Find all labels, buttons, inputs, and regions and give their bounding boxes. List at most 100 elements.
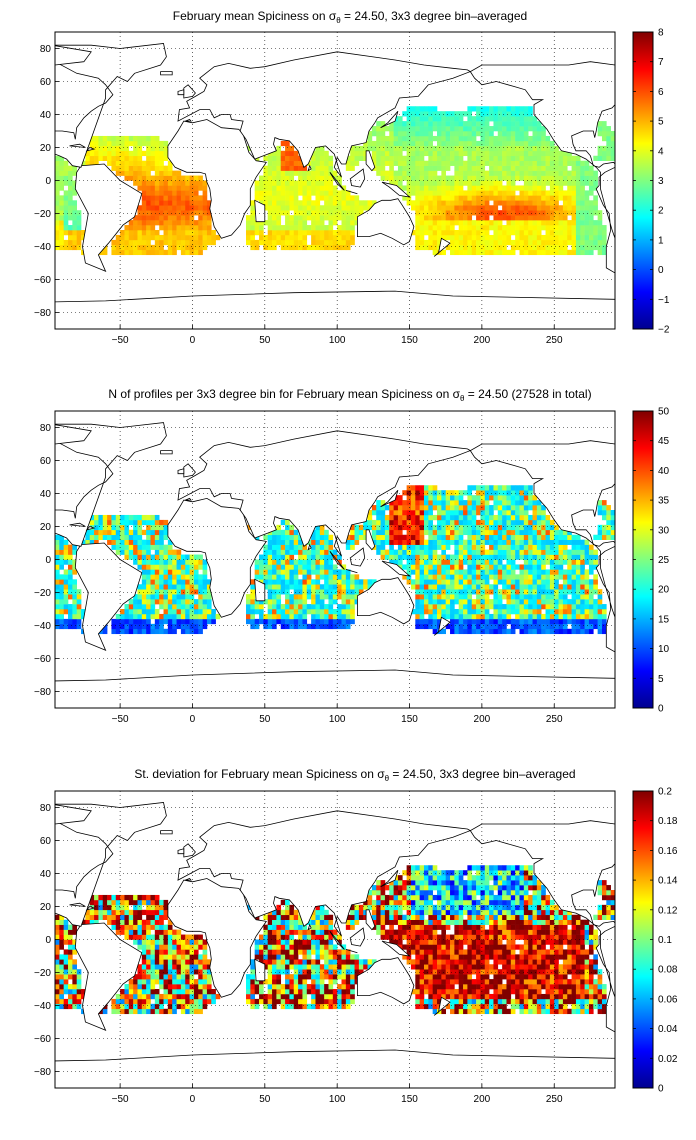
data-cell	[63, 165, 69, 171]
data-cell	[72, 984, 77, 990]
data-cell	[167, 175, 173, 181]
data-cell	[324, 564, 329, 570]
data-cell	[588, 180, 594, 186]
data-cell	[580, 175, 585, 181]
data-cell	[562, 559, 568, 565]
data-cell	[124, 170, 130, 176]
grid-lines	[55, 411, 615, 708]
data-cell	[597, 145, 603, 152]
data-cell	[315, 180, 321, 186]
data-cell	[124, 914, 130, 920]
data-cell	[276, 200, 282, 206]
data-cell	[133, 150, 138, 157]
data-cell	[437, 185, 442, 191]
data-cell	[202, 589, 208, 595]
data-cell	[72, 544, 77, 550]
data-cell	[558, 150, 564, 157]
data-cell	[311, 170, 316, 176]
data-cell	[445, 200, 451, 206]
data-cell	[198, 609, 203, 615]
data-cell	[176, 584, 182, 590]
data-cell	[324, 534, 329, 540]
data-cell	[493, 584, 499, 590]
data-cell	[519, 584, 525, 590]
data-cell	[541, 249, 546, 256]
data-cell	[584, 225, 590, 231]
data-cell	[159, 574, 164, 580]
data-cell	[133, 623, 138, 630]
data-cell	[484, 140, 490, 147]
data-cell	[280, 569, 286, 575]
data-cell	[532, 200, 538, 206]
data-cell	[393, 126, 399, 132]
data-cell	[202, 609, 208, 615]
data-cell	[415, 500, 420, 506]
data-cell	[502, 190, 507, 196]
data-cell	[332, 549, 338, 555]
data-cell	[254, 569, 260, 575]
data-cell	[332, 230, 338, 236]
data-cell	[528, 500, 533, 506]
data-cell	[345, 200, 351, 206]
data-cell	[437, 210, 442, 216]
data-cell	[489, 116, 494, 122]
data-cell	[115, 239, 121, 246]
data-cell	[484, 210, 490, 216]
data-cell	[410, 230, 416, 236]
data-cell	[154, 609, 160, 615]
data-cell	[354, 524, 360, 531]
data-cell	[324, 623, 329, 630]
data-cell	[367, 145, 373, 152]
data-cell	[337, 210, 342, 216]
data-cell	[406, 534, 412, 540]
data-cell	[55, 618, 60, 625]
data-cell	[463, 239, 468, 246]
data-cell	[450, 234, 455, 241]
data-cell	[68, 215, 73, 221]
data-cell	[437, 544, 442, 550]
data-cell	[163, 230, 169, 236]
data-cell	[480, 170, 486, 176]
data-cell	[146, 244, 151, 251]
data-cell	[484, 150, 490, 157]
data-cell	[467, 200, 473, 206]
data-cell	[415, 185, 420, 191]
data-cell	[63, 244, 69, 251]
data-cell	[410, 145, 416, 152]
data-cell	[571, 628, 577, 635]
data-cell	[319, 584, 325, 590]
data-cell	[458, 249, 464, 256]
data-cell	[185, 574, 190, 580]
data-cell	[415, 230, 420, 236]
data-cell	[102, 249, 108, 256]
data-cell	[154, 613, 160, 620]
data-cell	[510, 604, 516, 610]
data-cell	[437, 618, 442, 625]
data-cell	[150, 954, 156, 960]
data-cell	[267, 539, 273, 545]
data-cell	[198, 559, 203, 565]
data-cell	[89, 140, 95, 147]
data-cell	[306, 574, 312, 580]
data-cell	[523, 623, 529, 630]
coastline	[329, 551, 345, 570]
coastline	[74, 542, 143, 652]
data-cell	[319, 195, 325, 201]
data-cell	[146, 534, 151, 540]
data-cell	[454, 215, 460, 221]
data-cell	[163, 524, 169, 531]
data-cell	[397, 500, 403, 506]
data-cell	[315, 200, 321, 206]
data-cell	[337, 584, 342, 590]
data-cell	[584, 609, 590, 615]
data-cell	[458, 490, 464, 496]
data-cell	[441, 155, 446, 161]
data-cell	[189, 175, 195, 181]
data-cell	[515, 205, 520, 211]
data-cell	[376, 524, 381, 531]
data-cell	[128, 623, 134, 630]
data-cell	[558, 609, 564, 615]
data-cell	[506, 155, 512, 161]
data-cell	[441, 145, 446, 152]
data-cell	[558, 180, 564, 186]
